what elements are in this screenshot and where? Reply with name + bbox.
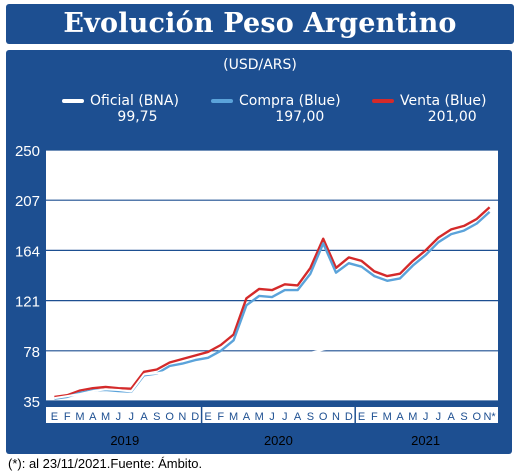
- legend-label-venta: Venta (Blue): [400, 93, 487, 109]
- x-tick-label: D: [191, 411, 199, 423]
- x-tick-label: O: [165, 411, 174, 423]
- legend-venta: Venta (Blue) 201,00: [372, 93, 486, 125]
- unit-label: (USD/ARS): [223, 57, 297, 73]
- series-line-oficial: [54, 324, 490, 400]
- legend-label-oficial: Oficial (BNA): [90, 93, 179, 109]
- x-tick-label: S: [307, 411, 314, 423]
- legend-swatch-venta: [372, 99, 394, 103]
- y-tick-label: 207: [15, 193, 40, 210]
- x-tick-label: N: [178, 411, 186, 423]
- x-tick-label: D: [345, 411, 353, 423]
- legend-value-oficial: 99,75: [117, 109, 158, 125]
- x-tick-label: O: [473, 411, 482, 423]
- year-label: 2020: [264, 433, 293, 448]
- x-tick-label: A: [140, 411, 148, 423]
- x-axis-band: [46, 407, 498, 423]
- year-label: 2019: [110, 433, 139, 448]
- x-tick-label: M: [101, 411, 110, 423]
- x-tick-label: N*: [483, 411, 496, 423]
- legend-swatch-compra: [211, 99, 233, 103]
- y-tick-label: 35: [23, 394, 40, 411]
- x-tick-label: A: [396, 411, 404, 423]
- x-tick-label: F: [64, 411, 71, 423]
- x-tick-label: J: [128, 411, 134, 423]
- x-tick-label: S: [460, 411, 467, 423]
- x-tick-label: A: [243, 411, 251, 423]
- legend-compra: Compra (Blue) 197,00: [211, 93, 341, 125]
- y-tick-label: 121: [15, 294, 40, 311]
- y-tick-label: 164: [15, 243, 40, 260]
- plot-area: [46, 150, 498, 401]
- x-tick-label: A: [448, 411, 456, 423]
- footnote: (*): al 23/11/2021.Fuente: Ámbito.: [8, 456, 203, 471]
- x-tick-label: A: [89, 411, 97, 423]
- legend-value-compra: 197,00: [275, 109, 325, 125]
- x-tick-label: M: [255, 411, 264, 423]
- x-tick-label: J: [423, 411, 429, 423]
- x-tick-label: F: [371, 411, 378, 423]
- x-tick-label: M: [383, 411, 392, 423]
- legend-value-venta: 201,00: [427, 109, 477, 125]
- legend-swatch-oficial: [62, 99, 84, 103]
- x-tick-label: J: [269, 411, 275, 423]
- series-line-venta: [54, 206, 491, 399]
- x-tick-label: M: [229, 411, 238, 423]
- x-tick-label: E: [204, 411, 211, 423]
- legend-oficial: Oficial (BNA) 99,75: [62, 93, 179, 125]
- title-bar: Evolución Peso Argentino: [6, 4, 514, 44]
- y-tick-label: 78: [23, 344, 40, 361]
- x-tick-label: M: [408, 411, 417, 423]
- x-tick-label: E: [51, 411, 58, 423]
- x-tick-label: E: [358, 411, 365, 423]
- x-tick-label: N: [332, 411, 340, 423]
- x-tick-label: O: [319, 411, 328, 423]
- x-tick-label: J: [116, 411, 122, 423]
- x-tick-label: J: [282, 411, 288, 423]
- legend-label-compra: Compra (Blue): [239, 93, 341, 109]
- x-tick-label: J: [436, 411, 442, 423]
- x-tick-label: M: [75, 411, 84, 423]
- x-tick-label: F: [217, 411, 224, 423]
- x-tick-label: S: [153, 411, 160, 423]
- y-tick-label: 250: [15, 143, 40, 160]
- chart-title: Evolución Peso Argentino: [63, 8, 457, 39]
- x-tick-label: A: [294, 411, 302, 423]
- year-label: 2021: [411, 433, 440, 448]
